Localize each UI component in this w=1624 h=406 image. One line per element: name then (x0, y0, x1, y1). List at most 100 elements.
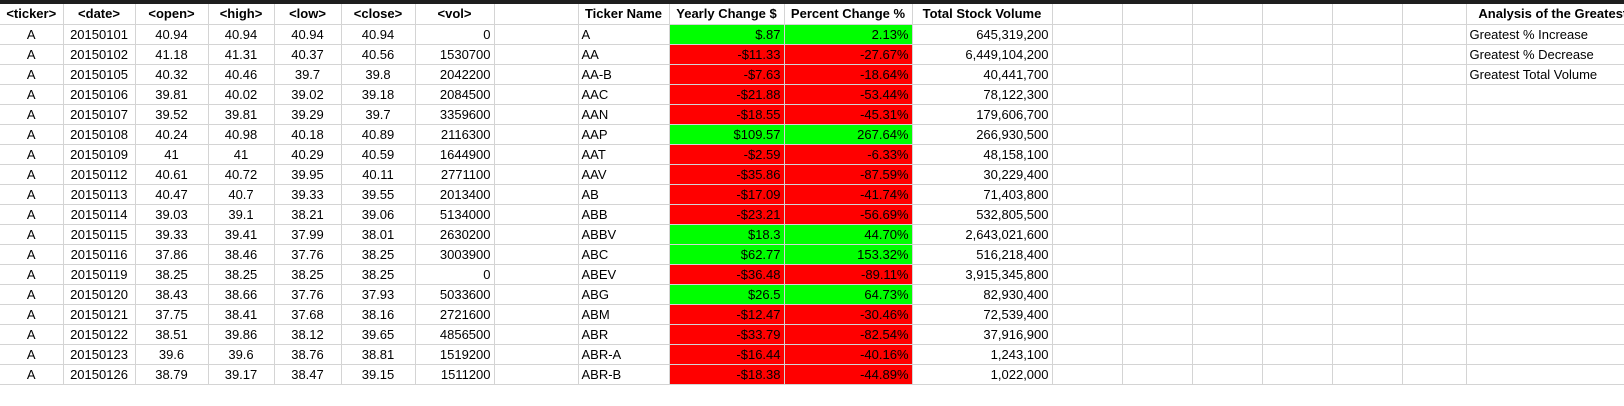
cell-total-volume[interactable]: 78,122,300 (912, 84, 1053, 105)
cell-date[interactable]: 20150122 (63, 324, 136, 345)
empty-cell[interactable] (1402, 244, 1467, 265)
cell-total-volume[interactable]: 6,449,104,200 (912, 44, 1053, 65)
empty-cell[interactable] (1122, 244, 1193, 265)
empty-cell[interactable] (1122, 224, 1193, 245)
cell-yearly-change[interactable]: -$2.59 (669, 144, 785, 165)
col-header-open[interactable]: <open> (135, 4, 209, 25)
empty-cell[interactable] (1466, 284, 1624, 305)
empty-cell[interactable] (494, 84, 579, 105)
cell-low[interactable]: 39.95 (274, 164, 342, 185)
empty-cell[interactable] (1332, 124, 1403, 145)
cell-ticker-name[interactable]: ABM (578, 304, 670, 325)
cell-vol[interactable]: 2721600 (415, 304, 495, 325)
cell-yearly-change[interactable]: $18.3 (669, 224, 785, 245)
empty-cell[interactable] (1402, 284, 1467, 305)
cell-ticker[interactable]: A (0, 104, 64, 125)
empty-cell[interactable] (1192, 104, 1263, 125)
cell-close[interactable]: 40.89 (341, 124, 416, 145)
empty-cell[interactable] (1122, 144, 1193, 165)
cell-ticker-name[interactable]: ABC (578, 244, 670, 265)
summary-header-0[interactable]: Ticker Name (578, 4, 670, 25)
cell-percent-change[interactable]: -89.11% (784, 264, 913, 285)
col-header-vol[interactable]: <vol> (415, 4, 495, 25)
cell-ticker-name[interactable]: AA (578, 44, 670, 65)
empty-cell[interactable] (1122, 184, 1193, 205)
cell-date[interactable]: 20150105 (63, 64, 136, 85)
cell-close[interactable]: 39.06 (341, 204, 416, 225)
empty-cell[interactable] (1052, 324, 1123, 345)
cell-ticker-name[interactable]: ABBV (578, 224, 670, 245)
cell-percent-change[interactable]: -30.46% (784, 304, 913, 325)
cell-total-volume[interactable]: 266,930,500 (912, 124, 1053, 145)
cell-high[interactable]: 39.86 (208, 324, 275, 345)
cell-open[interactable]: 38.79 (135, 364, 209, 385)
cell-total-volume[interactable]: 1,243,100 (912, 344, 1053, 365)
cell-close[interactable]: 39.65 (341, 324, 416, 345)
cell-high[interactable]: 39.81 (208, 104, 275, 125)
cell-open[interactable]: 39.33 (135, 224, 209, 245)
cell-close[interactable]: 39.18 (341, 84, 416, 105)
empty-cell[interactable] (1402, 84, 1467, 105)
empty-cell[interactable] (1052, 184, 1123, 205)
cell-ticker[interactable]: A (0, 284, 64, 305)
cell-date[interactable]: 20150112 (63, 164, 136, 185)
cell-yearly-change[interactable]: -$35.86 (669, 164, 785, 185)
cell-close[interactable]: 38.01 (341, 224, 416, 245)
empty-cell[interactable] (1262, 204, 1333, 225)
empty-cell[interactable] (494, 264, 579, 285)
cell-ticker[interactable]: A (0, 44, 64, 65)
cell-vol[interactable]: 5033600 (415, 284, 495, 305)
cell-close[interactable]: 38.81 (341, 344, 416, 365)
empty-cell[interactable] (1122, 44, 1193, 65)
cell-open[interactable]: 40.32 (135, 64, 209, 85)
cell-ticker[interactable]: A (0, 204, 64, 225)
cell-yearly-change[interactable]: -$7.63 (669, 64, 785, 85)
cell-ticker[interactable]: A (0, 64, 64, 85)
empty-cell[interactable] (1466, 164, 1624, 185)
empty-cell[interactable] (1262, 324, 1333, 345)
cell-close[interactable]: 40.11 (341, 164, 416, 185)
empty-cell[interactable] (1052, 244, 1123, 265)
empty-cell[interactable] (1466, 204, 1624, 225)
cell-ticker-name[interactable]: ABB (578, 204, 670, 225)
cell-yearly-change[interactable]: -$23.21 (669, 204, 785, 225)
cell-vol[interactable]: 1530700 (415, 44, 495, 65)
empty-cell[interactable] (1192, 344, 1263, 365)
cell-yearly-change[interactable]: $.87 (669, 24, 785, 45)
empty-cell[interactable] (1052, 204, 1123, 225)
cell-high[interactable]: 40.98 (208, 124, 275, 145)
cell-total-volume[interactable]: 179,606,700 (912, 104, 1053, 125)
cell-low[interactable]: 38.12 (274, 324, 342, 345)
empty-cell[interactable] (494, 124, 579, 145)
empty-cell[interactable] (1122, 84, 1193, 105)
cell-vol[interactable]: 1511200 (415, 364, 495, 385)
empty-cell[interactable] (1262, 184, 1333, 205)
cell-close[interactable]: 38.25 (341, 264, 416, 285)
cell-low[interactable]: 39.02 (274, 84, 342, 105)
cell-low[interactable]: 39.29 (274, 104, 342, 125)
cell-close[interactable]: 40.56 (341, 44, 416, 65)
empty-cell[interactable] (1052, 164, 1123, 185)
cell-ticker-name[interactable]: AAP (578, 124, 670, 145)
cell-date[interactable]: 20150114 (63, 204, 136, 225)
cell-vol[interactable]: 4856500 (415, 324, 495, 345)
cell-low[interactable]: 38.21 (274, 204, 342, 225)
empty-cell[interactable] (1332, 324, 1403, 345)
cell-open[interactable]: 41 (135, 144, 209, 165)
cell-ticker[interactable]: A (0, 124, 64, 145)
cell-low[interactable]: 38.25 (274, 264, 342, 285)
empty-cell[interactable] (494, 64, 579, 85)
empty-cell[interactable] (1332, 84, 1403, 105)
cell-low[interactable]: 38.76 (274, 344, 342, 365)
summary-header-2[interactable]: Percent Change % (784, 4, 913, 25)
cell-yearly-change[interactable]: -$11.33 (669, 44, 785, 65)
cell-total-volume[interactable]: 1,022,000 (912, 364, 1053, 385)
cell-yearly-change[interactable]: -$16.44 (669, 344, 785, 365)
empty-cell[interactable] (1122, 24, 1193, 45)
empty-cell[interactable] (1332, 4, 1403, 25)
cell-ticker-name[interactable]: ABR-A (578, 344, 670, 365)
empty-cell[interactable] (1466, 104, 1624, 125)
cell-open[interactable]: 39.81 (135, 84, 209, 105)
cell-close[interactable]: 39.8 (341, 64, 416, 85)
empty-cell[interactable] (1402, 184, 1467, 205)
